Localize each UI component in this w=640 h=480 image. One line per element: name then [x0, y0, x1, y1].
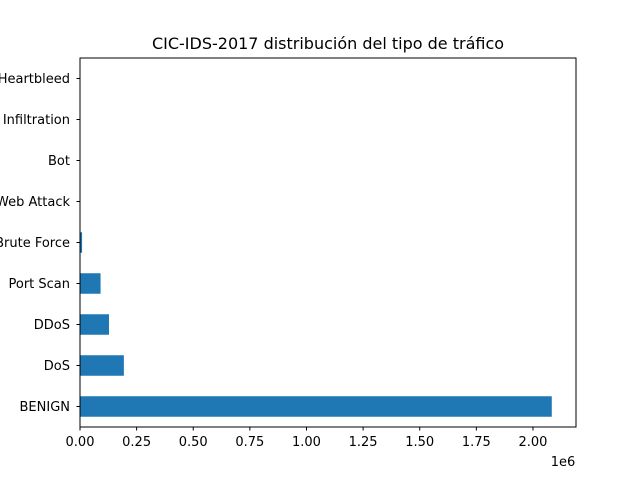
bar-dos — [80, 355, 124, 376]
x-tick-label: 1.75 — [462, 435, 491, 450]
bar-port-scan — [80, 273, 101, 294]
bars-layer — [80, 68, 552, 417]
bar-benign — [80, 396, 552, 417]
y-tick-label-bot: Bot — [48, 154, 70, 169]
x-tick-label: 0.50 — [179, 435, 208, 450]
y-tick-label-brute-force: Brute Force — [0, 236, 70, 251]
y-axis: BENIGN DoS DDoS Port Scan Brute Force Web Att… — [0, 72, 80, 415]
x-tick-label: 1.50 — [405, 435, 434, 450]
y-tick-label-infiltration: Infiltration — [3, 113, 70, 128]
y-tick-label-benign: BENIGN — [20, 400, 71, 415]
y-tick-label-heartbleed: Heartbleed — [0, 72, 70, 87]
x-tick-label: 2.00 — [518, 435, 547, 450]
x-tick-label: 1.25 — [349, 435, 378, 450]
y-tick-label-ddos: DDoS — [34, 318, 70, 333]
x-tick-label: 1.00 — [292, 435, 321, 450]
bar-ddos — [80, 314, 109, 335]
x-tick-label: 0.25 — [122, 435, 151, 450]
x-tick-label: 0.00 — [66, 435, 95, 450]
y-tick-label-web-attack: Web Attack — [0, 195, 70, 210]
bar-brute-force — [80, 232, 83, 253]
chart-title: CIC-IDS-2017 distribución del tipo de tr… — [152, 34, 504, 53]
y-tick-label-port-scan: Port Scan — [8, 277, 70, 292]
x-axis-offset-label: 1e6 — [551, 455, 576, 470]
x-tick-label: 0.75 — [235, 435, 264, 450]
plot-frame — [79, 57, 577, 428]
y-tick-label-dos: DoS — [44, 359, 70, 374]
x-axis: 0.00 0.25 0.50 0.75 1.00 1.25 1.50 1.75 2.00 — [66, 427, 547, 450]
